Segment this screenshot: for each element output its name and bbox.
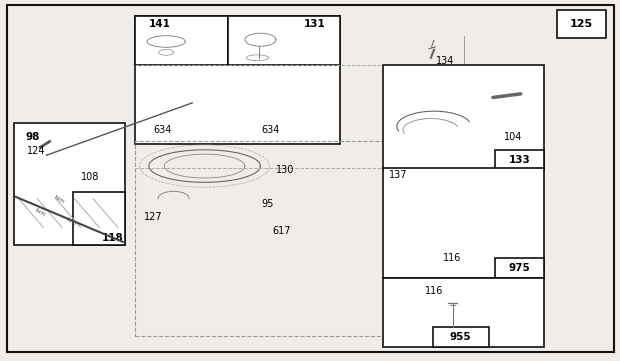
Text: 133: 133	[508, 155, 531, 165]
Bar	[135, 141, 392, 336]
Text: Item: Item	[34, 208, 46, 218]
Text: 116: 116	[425, 286, 443, 296]
Text: Item: Item	[53, 195, 65, 205]
Bar	[557, 10, 606, 38]
Bar	[495, 150, 544, 170]
Text: 131: 131	[304, 19, 326, 29]
Text: 617: 617	[273, 226, 291, 236]
Text: 95: 95	[262, 199, 274, 209]
Bar	[383, 65, 544, 170]
Text: 134: 134	[436, 56, 454, 66]
Bar	[135, 16, 340, 144]
Bar	[135, 16, 228, 65]
Bar	[433, 327, 489, 347]
Text: 975: 975	[508, 263, 531, 273]
Text: 125: 125	[570, 19, 593, 29]
Bar	[383, 278, 544, 347]
Text: eReplacementParts.com: eReplacementParts.com	[216, 173, 404, 188]
Text: 634: 634	[153, 125, 172, 135]
Text: 127: 127	[144, 212, 163, 222]
Text: 634: 634	[262, 125, 280, 135]
Text: 108: 108	[81, 172, 99, 182]
Text: 124: 124	[27, 146, 45, 156]
Bar	[73, 192, 125, 245]
Bar	[228, 16, 340, 65]
Text: 116: 116	[443, 253, 462, 263]
Text: 104: 104	[504, 132, 523, 142]
Text: 118: 118	[102, 232, 124, 243]
Text: 137: 137	[389, 170, 408, 180]
Text: 955: 955	[450, 332, 471, 342]
Text: 98: 98	[25, 132, 40, 142]
Bar	[14, 123, 125, 245]
Text: Item: Item	[65, 217, 78, 227]
Text: 141: 141	[149, 19, 171, 29]
Bar	[383, 168, 544, 278]
Text: 130: 130	[276, 165, 294, 175]
Bar	[495, 258, 544, 278]
